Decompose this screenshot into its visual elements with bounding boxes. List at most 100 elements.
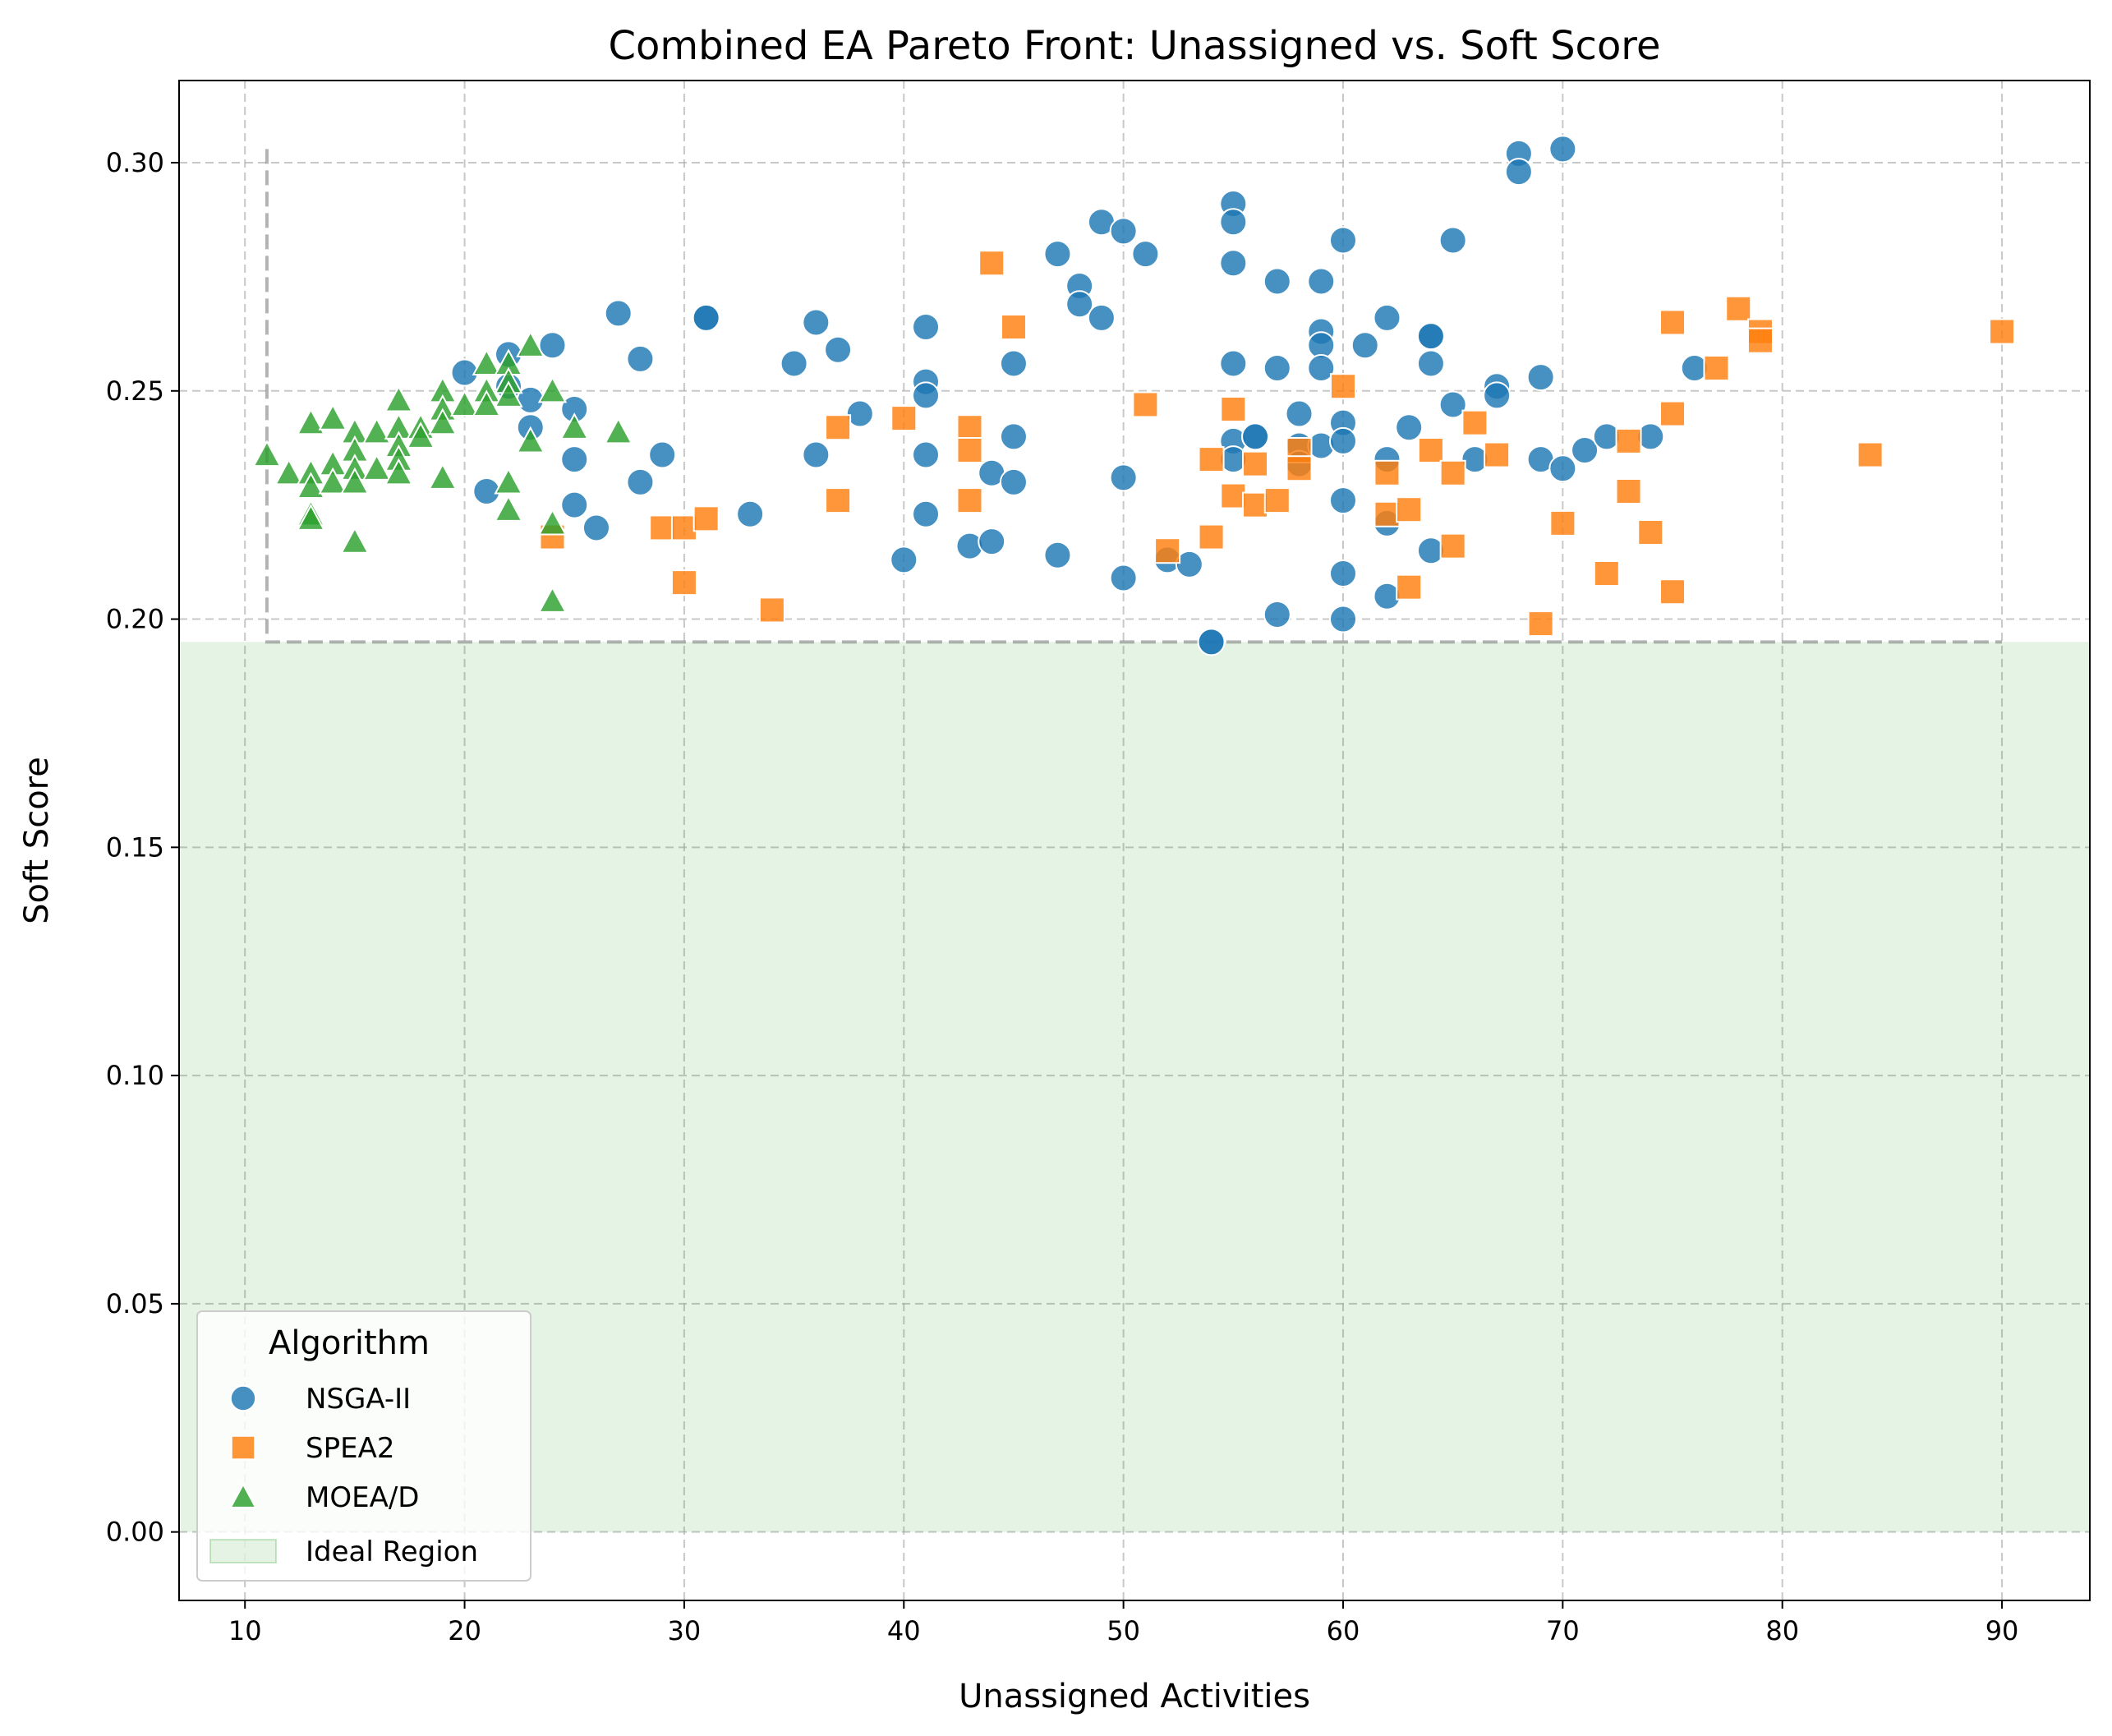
data-point bbox=[296, 472, 326, 500]
y-tick-label: 0.20 bbox=[106, 604, 164, 635]
data-point bbox=[736, 500, 765, 528]
data-points bbox=[252, 135, 2016, 656]
data-point bbox=[1132, 391, 1159, 418]
data-point bbox=[252, 440, 282, 467]
data-point bbox=[604, 299, 633, 328]
y-axis-title: Soft Score bbox=[18, 757, 56, 924]
x-tick-label: 90 bbox=[1985, 1615, 2019, 1646]
data-point bbox=[1065, 290, 1094, 319]
data-point bbox=[824, 335, 853, 364]
data-point bbox=[1131, 240, 1160, 269]
data-point bbox=[802, 440, 831, 469]
data-point bbox=[956, 414, 983, 441]
data-point bbox=[472, 348, 501, 376]
data-point bbox=[516, 426, 545, 454]
data-point bbox=[1417, 437, 1444, 463]
data-point bbox=[1307, 354, 1336, 382]
chart-title: Combined EA Pareto Front: Unassigned vs.… bbox=[608, 23, 1660, 69]
data-point bbox=[670, 514, 697, 541]
data-point bbox=[296, 504, 326, 531]
data-point bbox=[999, 467, 1028, 496]
data-point bbox=[1175, 550, 1203, 578]
legend-marker bbox=[230, 1434, 256, 1461]
data-point bbox=[537, 375, 568, 403]
legend-label: MOEA/D bbox=[306, 1481, 419, 1514]
data-point bbox=[912, 440, 941, 469]
x-tick-label: 70 bbox=[1546, 1615, 1580, 1646]
data-point bbox=[560, 490, 589, 519]
data-point bbox=[384, 384, 414, 412]
data-point bbox=[384, 458, 414, 486]
data-point bbox=[1000, 314, 1027, 340]
data-point bbox=[340, 527, 370, 554]
data-point bbox=[1328, 426, 1357, 455]
data-point bbox=[340, 467, 370, 495]
data-point bbox=[1395, 413, 1424, 442]
legend: Algorithm NSGA-II SPEA2 MOEA/D Ideal Region bbox=[196, 1310, 531, 1582]
x-tick-label: 20 bbox=[448, 1615, 481, 1646]
data-point bbox=[318, 467, 347, 495]
data-point bbox=[1087, 303, 1116, 332]
data-point bbox=[1527, 610, 1554, 638]
data-point bbox=[1198, 446, 1225, 473]
data-point bbox=[1219, 249, 1248, 278]
data-point bbox=[912, 500, 941, 528]
data-point bbox=[1219, 349, 1248, 378]
legend-box bbox=[196, 1310, 531, 1582]
data-point bbox=[406, 421, 435, 449]
data-point bbox=[1438, 226, 1467, 255]
data-point bbox=[978, 250, 1005, 277]
data-point bbox=[1220, 482, 1247, 509]
data-point bbox=[956, 487, 983, 514]
data-point bbox=[825, 414, 852, 441]
data-point bbox=[1197, 628, 1226, 656]
data-point bbox=[978, 527, 1006, 556]
ideal-region-boundary bbox=[265, 149, 2003, 644]
data-point bbox=[1241, 422, 1270, 451]
data-point bbox=[1396, 573, 1423, 601]
data-point bbox=[890, 405, 918, 432]
data-point bbox=[1373, 303, 1401, 332]
data-point bbox=[494, 467, 523, 495]
data-point bbox=[1746, 327, 1774, 354]
data-point bbox=[1154, 537, 1181, 564]
data-point bbox=[1328, 559, 1357, 587]
data-point bbox=[649, 514, 676, 541]
legend-marker bbox=[229, 1384, 257, 1412]
data-point bbox=[1548, 135, 1577, 163]
data-point bbox=[318, 403, 347, 431]
x-tick-label: 30 bbox=[668, 1615, 702, 1646]
data-point bbox=[1484, 441, 1511, 468]
data-point bbox=[648, 440, 677, 469]
data-point bbox=[1416, 349, 1445, 378]
legend-label: NSGA-II bbox=[306, 1383, 411, 1416]
data-point bbox=[1263, 267, 1291, 296]
data-point bbox=[1857, 441, 1884, 468]
data-point bbox=[472, 389, 501, 417]
data-point bbox=[1548, 454, 1577, 483]
data-point bbox=[1439, 459, 1466, 486]
data-point bbox=[1263, 487, 1291, 514]
y-tick-label: 0.15 bbox=[106, 831, 164, 863]
data-point bbox=[1571, 436, 1599, 464]
x-tick-label: 80 bbox=[1765, 1615, 1799, 1646]
data-point bbox=[1263, 354, 1291, 382]
data-point bbox=[1989, 318, 2016, 345]
data-point bbox=[1593, 560, 1620, 587]
data-point bbox=[692, 303, 720, 332]
x-tick-label: 60 bbox=[1327, 1615, 1360, 1646]
data-point bbox=[1373, 500, 1401, 527]
data-point bbox=[538, 331, 567, 360]
series-circle bbox=[450, 135, 1709, 656]
data-point bbox=[604, 417, 633, 444]
data-point bbox=[1615, 478, 1642, 504]
data-point bbox=[912, 381, 941, 410]
data-point bbox=[1329, 373, 1356, 400]
data-point bbox=[1263, 601, 1291, 629]
y-tick-label: 0.30 bbox=[106, 147, 164, 178]
data-point bbox=[999, 349, 1028, 378]
data-point bbox=[274, 458, 304, 486]
data-point bbox=[1328, 486, 1357, 515]
data-point bbox=[361, 454, 392, 481]
